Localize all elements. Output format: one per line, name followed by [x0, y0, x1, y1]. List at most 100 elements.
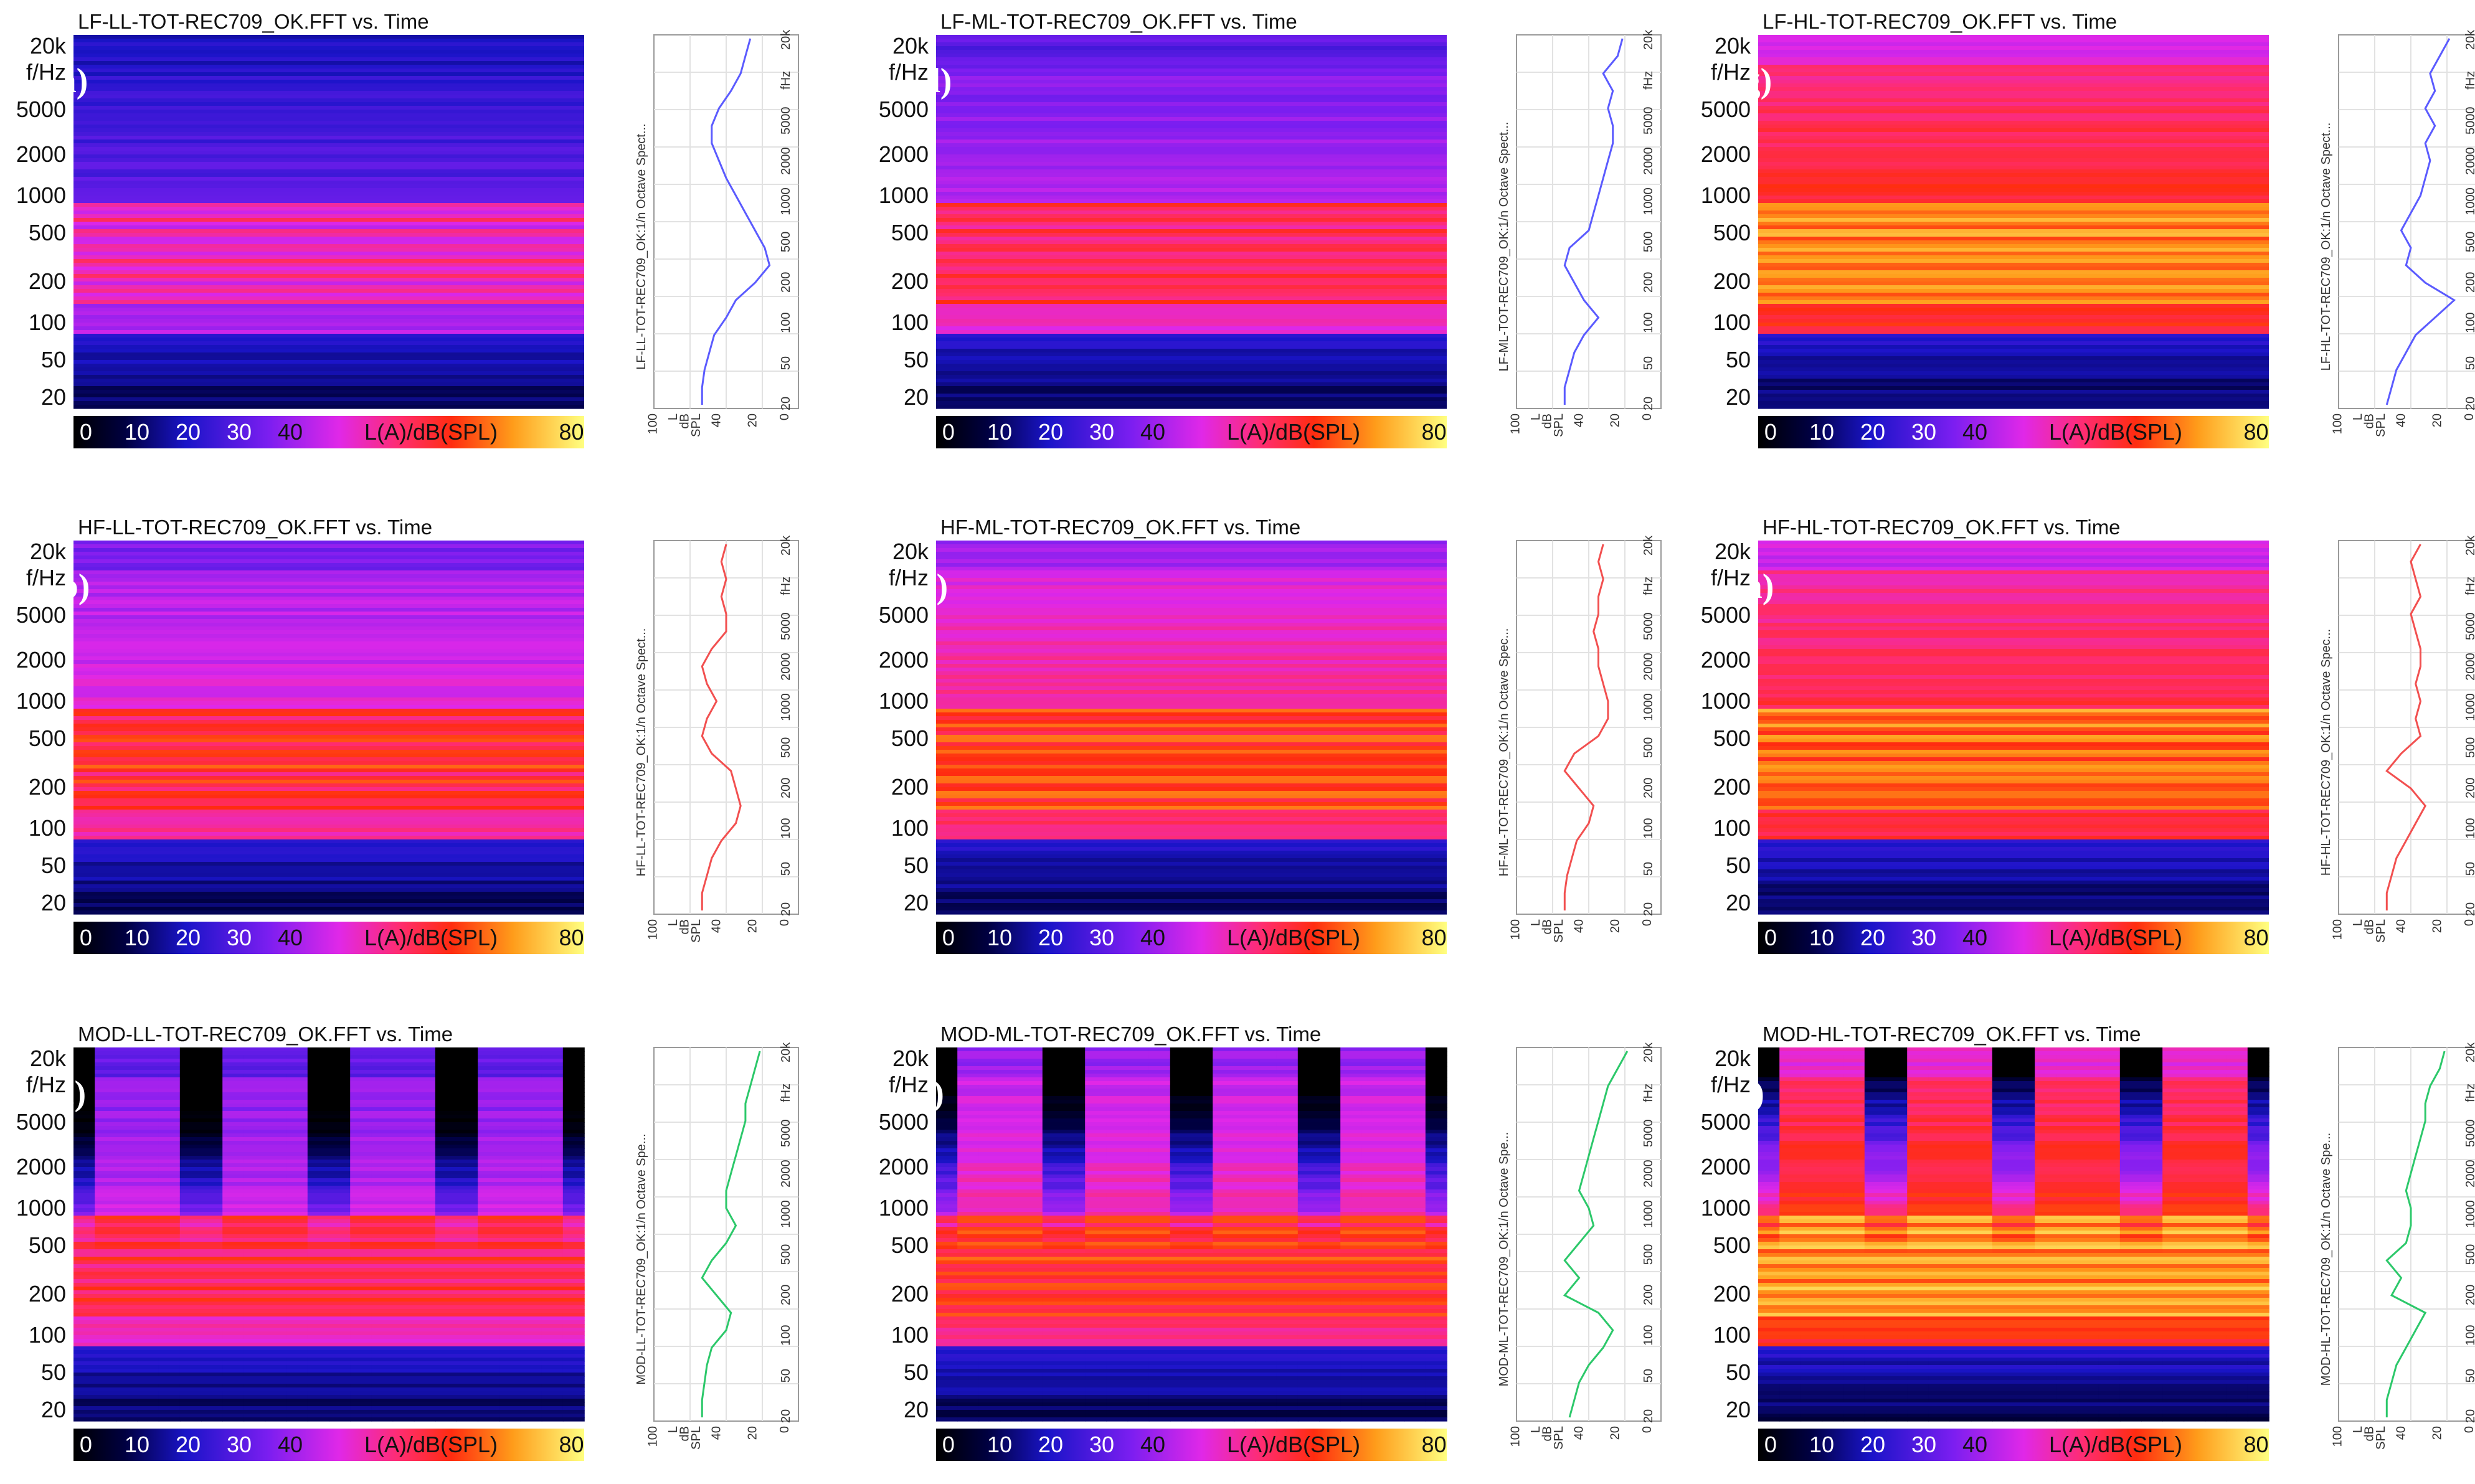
spectrogram-row — [73, 267, 584, 271]
spectrogram-cell — [158, 1395, 181, 1399]
spectrogram-row — [936, 252, 1447, 256]
spectrogram-cell — [1000, 1156, 1022, 1160]
spectrogram-cell — [1064, 1287, 1086, 1291]
spectrogram-cell — [1234, 1219, 1256, 1224]
spectrogram-cell — [414, 1331, 436, 1336]
spectrogram-cell — [392, 1402, 415, 1407]
spectrogram-cell — [457, 1055, 478, 1059]
spectrogram-row — [73, 143, 584, 148]
spectrogram-cell — [1148, 1070, 1171, 1074]
spectrogram-cell — [286, 1328, 308, 1332]
spectrogram-cell — [158, 1130, 181, 1134]
spectrogram-cell — [95, 1070, 117, 1074]
spectrogram-cell — [562, 1092, 585, 1097]
spectrogram-cell — [392, 1406, 415, 1411]
spectrogram-cell — [137, 1066, 159, 1070]
spectrogram-cell — [520, 1051, 542, 1056]
spectrogram-cell — [329, 1414, 351, 1418]
spectrogram-cell — [1255, 1193, 1277, 1198]
freq-tick-label: 200 — [891, 774, 929, 800]
spectrogram-cell — [222, 1320, 245, 1325]
spectrogram-cell — [1361, 1182, 1384, 1186]
spectrogram-cell — [329, 1242, 351, 1246]
spectrogram-cell — [1297, 1077, 1320, 1082]
spectrogram-cell — [1297, 1320, 1320, 1325]
spectrogram-cell — [457, 1298, 478, 1302]
spectrogram-cell — [1340, 1062, 1363, 1067]
spectrogram-cell — [371, 1373, 394, 1377]
spectrogram-cell — [307, 1245, 329, 1250]
spectrogram-cell — [137, 1126, 159, 1130]
spectrogram-cell — [371, 1085, 394, 1089]
spectrogram-cell — [957, 1055, 980, 1059]
spectrogram-cell — [978, 1257, 1001, 1261]
side-freq-tick: 500 — [1642, 737, 1655, 758]
spectrogram-cell — [179, 1104, 202, 1108]
spectrogram-cell — [73, 1152, 95, 1156]
spectrogram-cell — [1106, 1324, 1129, 1328]
spectrogram-cell — [414, 1417, 436, 1422]
spectrogram-cell — [179, 1343, 202, 1347]
spectrogram-cell — [1085, 1302, 1107, 1306]
spectrogram-cell — [414, 1264, 436, 1269]
spectrogram-cell — [1255, 1298, 1277, 1302]
spectrogram-cell — [1255, 1055, 1277, 1059]
spectrogram-cell — [414, 1380, 436, 1384]
spectrogram-cell — [1297, 1257, 1320, 1261]
spectrogram-cell — [478, 1130, 500, 1134]
spectrogram-cell — [520, 1115, 542, 1119]
spectrogram-cell — [1064, 1066, 1086, 1070]
spectrogram-cell — [116, 1245, 138, 1250]
spectrogram-cell — [1425, 1130, 1447, 1134]
spectrogram-cell — [73, 1231, 95, 1235]
spectrogram-row — [936, 162, 1447, 166]
spectrogram-cell — [1042, 1290, 1064, 1295]
spectrogram-cell — [329, 1380, 351, 1384]
spectrogram-cell — [541, 1346, 564, 1351]
spectrogram-cell — [95, 1130, 117, 1134]
spectrogram-cell — [414, 1055, 436, 1059]
spectrogram-cell — [478, 1302, 500, 1306]
spectrogram-cell — [1191, 1268, 1213, 1272]
spectrogram-cell — [499, 1275, 521, 1280]
spectrogram-cell — [978, 1145, 1001, 1149]
spectrogram-cell — [1064, 1331, 1086, 1336]
spectrogram-cell — [1297, 1328, 1320, 1332]
spectrogram-cell — [1042, 1160, 1064, 1164]
spectrogram-cell — [1148, 1133, 1171, 1138]
spectrogram-cell — [499, 1212, 521, 1216]
spectrogram-cell — [1425, 1171, 1447, 1175]
spectrogram-row — [73, 132, 584, 136]
spectrogram-cell — [201, 1096, 223, 1100]
spectrogram-cell — [350, 1238, 372, 1242]
spectrogram-cell — [116, 1287, 138, 1291]
spectrogram-cell — [1127, 1074, 1150, 1078]
spectrogram-cell — [936, 1316, 958, 1321]
spectrogram-cell — [1213, 1089, 1235, 1093]
spectrogram-cell — [1276, 1077, 1299, 1082]
spectrogram-cell — [1021, 1257, 1043, 1261]
spectrogram-cell — [1127, 1287, 1150, 1291]
spectrogram-row — [936, 188, 1447, 192]
spectrogram-cell — [1255, 1339, 1277, 1343]
spectrogram-row — [936, 360, 1447, 364]
spectrogram-cell — [286, 1272, 308, 1276]
spectrogram-cell — [1340, 1193, 1363, 1198]
spectrogram-cell — [414, 1122, 436, 1127]
spectrogram-cell — [307, 1387, 329, 1392]
spectrogram-cell — [1064, 1051, 1086, 1056]
spectrogram-cell — [435, 1358, 457, 1362]
spectrogram-cell — [265, 1100, 287, 1104]
spectrogram-cell — [307, 1361, 329, 1366]
spectrogram-cell — [1106, 1115, 1129, 1119]
spectrogram-cell — [499, 1395, 521, 1399]
spectrogram-cell — [1213, 1331, 1235, 1336]
spectrogram-cell — [1425, 1208, 1447, 1212]
spectrogram-cell — [1170, 1089, 1192, 1093]
spectrogram-cell — [329, 1316, 351, 1321]
spectrogram-cell — [1085, 1160, 1107, 1164]
spectrogram-cell — [1213, 1249, 1235, 1254]
spectrogram-row — [73, 585, 584, 590]
spectrogram-row — [73, 274, 584, 278]
spectrogram-cell — [286, 1219, 308, 1224]
